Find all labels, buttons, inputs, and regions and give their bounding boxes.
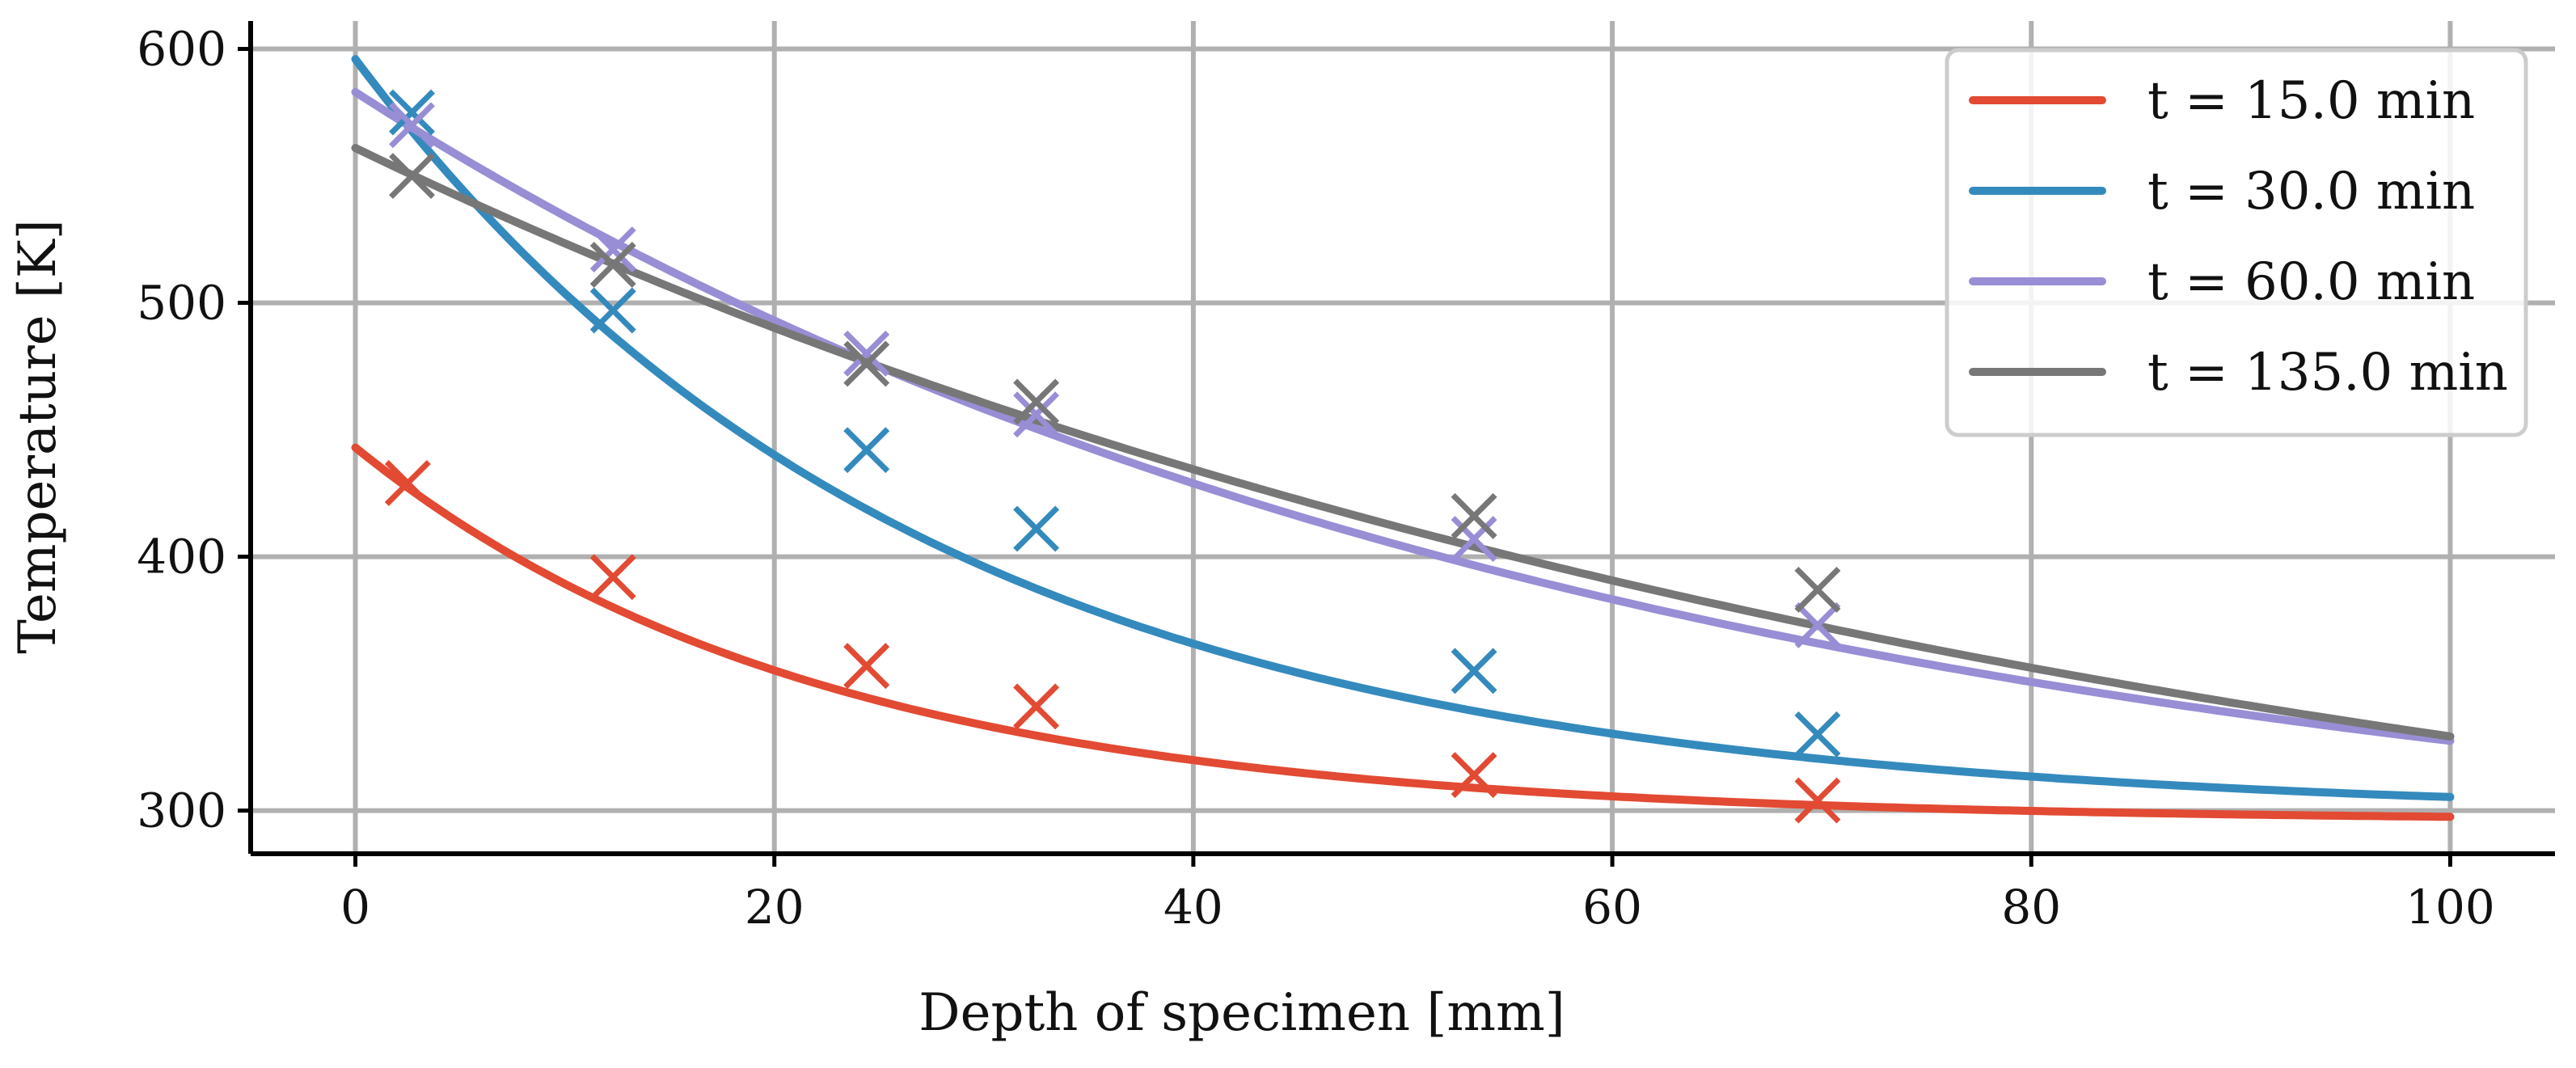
legend: t = 15.0 min t = 30.0 min t = 60.0 min t = … bbox=[1945, 48, 2528, 437]
marker-stroke bbox=[1013, 378, 1060, 425]
legend-label: t = 60.0 min bbox=[2147, 252, 2475, 312]
x-tick-label: 100 bbox=[2405, 880, 2495, 935]
y-axis-title: Temperature [K] bbox=[8, 219, 68, 653]
marker-stroke bbox=[1794, 602, 1841, 648]
data-point-marker bbox=[1451, 492, 1497, 539]
marker-stroke bbox=[1451, 516, 1497, 563]
x-tick-label: 60 bbox=[1582, 880, 1642, 935]
data-point-marker bbox=[389, 89, 435, 136]
marker-stroke bbox=[1451, 752, 1497, 799]
marker-stroke bbox=[843, 427, 890, 474]
x-tick-label: 80 bbox=[2001, 880, 2061, 935]
data-point-marker bbox=[389, 102, 435, 149]
legend-label: t = 135.0 min bbox=[2147, 343, 2508, 403]
legend-label: t = 30.0 min bbox=[2147, 162, 2475, 222]
marker-stroke bbox=[589, 287, 636, 334]
data-point-marker bbox=[589, 287, 636, 334]
marker-stroke bbox=[1451, 492, 1497, 539]
axes bbox=[238, 21, 2555, 867]
data-point-marker bbox=[1451, 648, 1497, 694]
data-point-marker bbox=[1451, 516, 1497, 563]
tick-labels: 0 20 40 60 80 100 300 400 500 600 bbox=[137, 22, 2495, 935]
series-line bbox=[351, 55, 2455, 801]
marker-stroke bbox=[1451, 648, 1497, 694]
y-tick-label: 600 bbox=[137, 22, 226, 77]
marker-stroke bbox=[1794, 711, 1841, 758]
data-point-marker bbox=[1794, 602, 1841, 648]
measured-points bbox=[384, 89, 1841, 824]
y-tick-label: 300 bbox=[137, 783, 226, 838]
series-line bbox=[351, 144, 2455, 741]
data-point-marker bbox=[589, 226, 636, 273]
marker-stroke bbox=[589, 241, 636, 288]
marker-stroke bbox=[389, 89, 435, 136]
marker-stroke bbox=[1013, 505, 1060, 552]
x-tick-label: 40 bbox=[1163, 880, 1223, 935]
data-point-marker bbox=[1013, 683, 1060, 730]
data-point-marker bbox=[1794, 566, 1841, 613]
legend-frame bbox=[1945, 48, 2528, 437]
data-point-marker bbox=[589, 554, 636, 601]
data-point-marker bbox=[1794, 777, 1841, 824]
legend-entry: t = 135.0 min bbox=[1969, 343, 2508, 403]
x-tick-label: 0 bbox=[340, 880, 370, 935]
x-tick-label: 20 bbox=[745, 880, 804, 935]
data-point-marker bbox=[1013, 378, 1060, 425]
marker-stroke bbox=[589, 226, 636, 273]
legend-label: t = 15.0 min bbox=[2147, 71, 2475, 131]
marker-stroke bbox=[384, 460, 431, 506]
marker-stroke bbox=[843, 643, 890, 690]
data-point-marker bbox=[384, 460, 431, 506]
marker-stroke bbox=[1794, 566, 1841, 613]
marker-stroke bbox=[1013, 683, 1060, 730]
marker-stroke bbox=[389, 102, 435, 149]
series-line bbox=[351, 443, 2455, 821]
data-point-marker bbox=[1451, 752, 1497, 799]
marker-stroke bbox=[1794, 777, 1841, 824]
y-tick-label: 400 bbox=[137, 530, 226, 585]
marker-stroke bbox=[389, 153, 435, 200]
data-point-marker bbox=[843, 427, 890, 474]
y-tick-label: 500 bbox=[137, 276, 226, 331]
data-point-marker bbox=[843, 330, 890, 377]
legend-entry: t = 30.0 min bbox=[1969, 162, 2475, 222]
series-line bbox=[351, 87, 2455, 745]
data-point-marker bbox=[843, 643, 890, 690]
x-axis-title: Depth of specimen [mm] bbox=[918, 983, 1565, 1043]
fitted-curves bbox=[351, 55, 2455, 821]
marker-stroke bbox=[843, 340, 890, 387]
legend-entry: t = 15.0 min bbox=[1969, 71, 2475, 131]
data-point-marker bbox=[1013, 391, 1060, 438]
marker-stroke bbox=[589, 554, 636, 601]
marker-stroke bbox=[843, 330, 890, 377]
data-point-marker bbox=[1013, 505, 1060, 552]
legend-entries: t = 15.0 min t = 30.0 min t = 60.0 min t = … bbox=[1969, 71, 2508, 403]
legend-entry: t = 60.0 min bbox=[1969, 252, 2475, 312]
data-point-marker bbox=[589, 241, 636, 288]
marker-stroke bbox=[1013, 391, 1060, 438]
data-point-marker bbox=[1794, 711, 1841, 758]
data-point-marker bbox=[389, 153, 435, 200]
data-point-marker bbox=[843, 340, 890, 387]
